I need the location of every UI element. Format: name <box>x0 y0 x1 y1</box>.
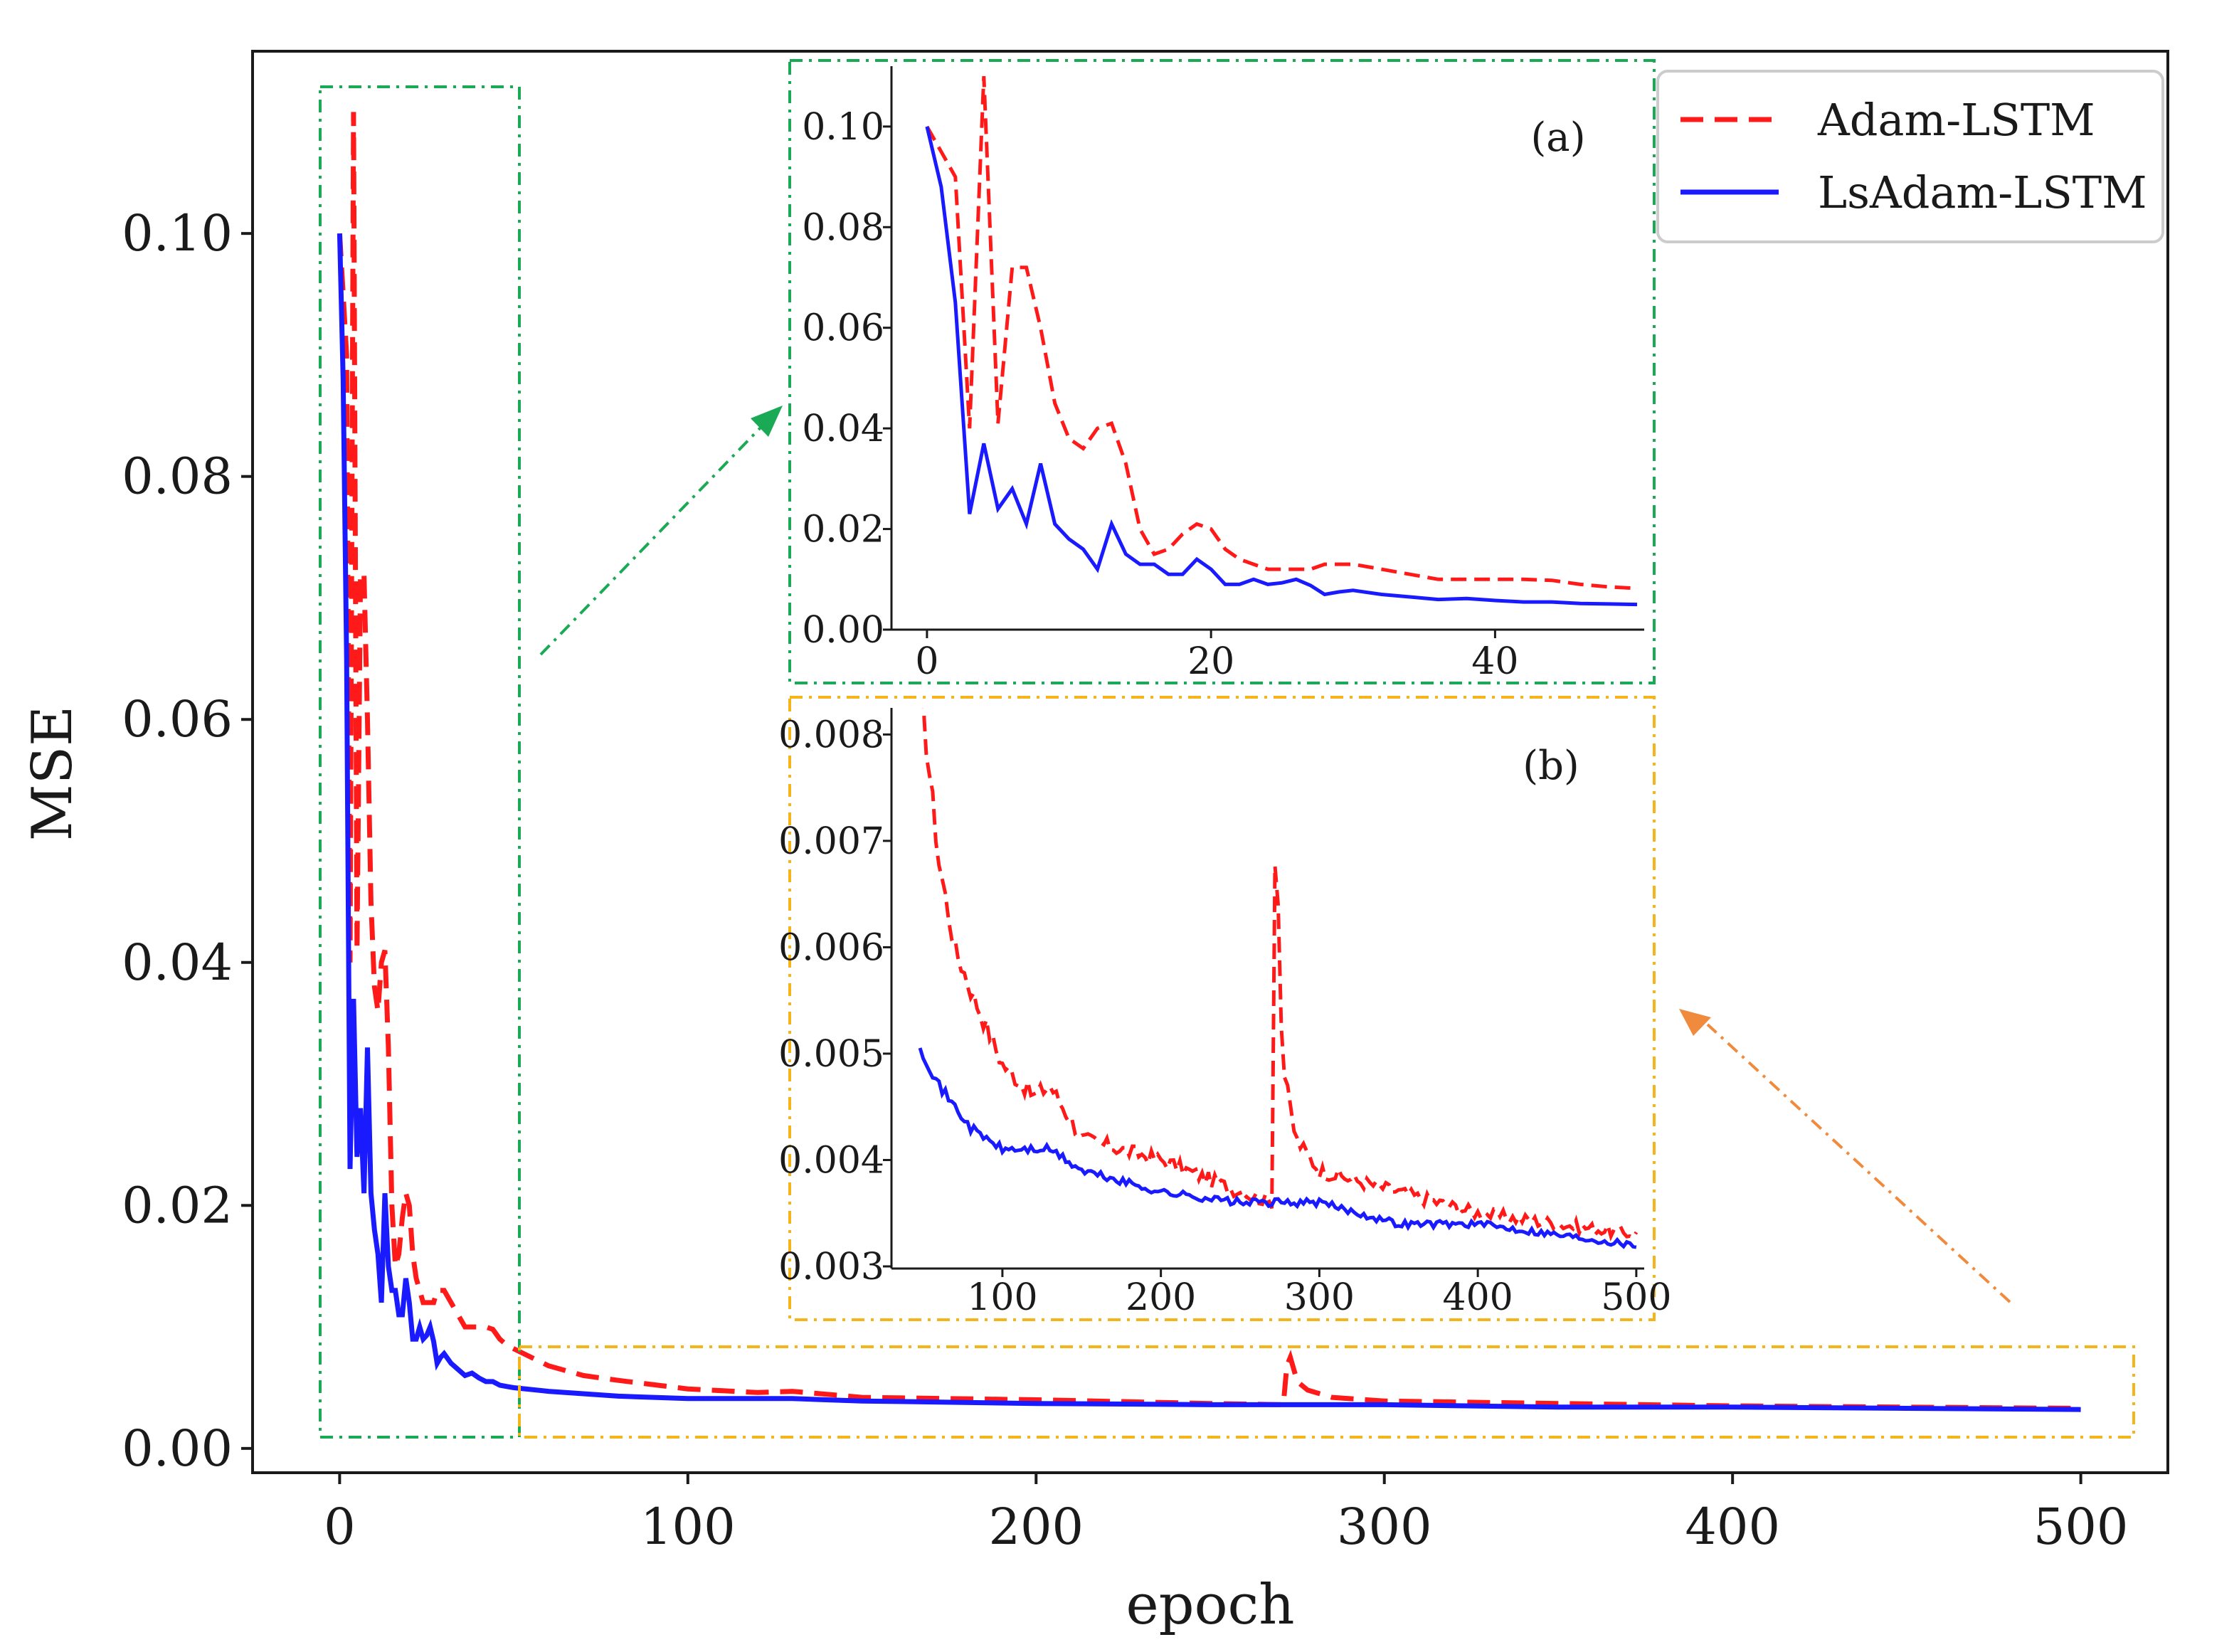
main-x-tick-label: 0 <box>324 1498 356 1556</box>
inset-a-ticks: 0 20 40 0.00 0.02 0.04 0.06 0.08 0.10 <box>802 106 1518 683</box>
main-x-tick-label: 500 <box>2033 1498 2129 1556</box>
legend: Adam-LSTM LsAdam-LSTM <box>1656 70 2164 243</box>
inset-b-y-tick-label: 0.007 <box>778 820 884 863</box>
inset-b-y-tick-label: 0.003 <box>778 1246 884 1288</box>
inset-a-axes <box>890 66 1644 631</box>
main-y-tick-label: 0.06 <box>122 690 233 748</box>
inset-a-x-tick-label: 20 <box>1187 640 1234 683</box>
inset-a-y-tick-label: 0.08 <box>802 206 884 249</box>
inset-b-y-tick-label: 0.006 <box>778 926 884 969</box>
x-axis-label: epoch <box>1126 1573 1295 1637</box>
main-x-tick-label: 300 <box>1337 1498 1432 1556</box>
main-y-tick-label: 0.08 <box>122 448 233 506</box>
y-axis-label: MSE <box>21 706 85 841</box>
zoom-arrow-b <box>1706 1023 2011 1303</box>
inset-b-y-tick-label: 0.005 <box>778 1033 884 1076</box>
inset-b-x-tick-label: 500 <box>1601 1276 1671 1319</box>
legend-box <box>1656 70 2164 243</box>
zoom-region-a <box>319 85 521 1439</box>
main-y-tick-label: 0.04 <box>122 933 233 992</box>
inset-a-x-tick-label: 0 <box>915 640 938 683</box>
inset-b-ticks: 100 200 300 400 500 0.003 0.004 0.005 0.006 0.007… <box>778 714 1671 1319</box>
inset-b-adam-lstm-line <box>921 708 1639 1242</box>
inset-a-adam-lstm-line <box>925 75 1638 591</box>
inset-b-border <box>788 696 1656 1321</box>
legend-lsadam-lstm-label: LsAdam-LSTM <box>1818 166 2147 218</box>
inset-a-y-tick-label: 0.00 <box>802 609 884 652</box>
inset-b-axes <box>890 708 1644 1270</box>
main-y-tick-label: 0.00 <box>122 1419 233 1478</box>
inset-a-lsadam-lstm-line <box>925 126 1638 607</box>
inset-a-y-tick-label: 0.02 <box>802 509 884 551</box>
inset-b-label: (b) <box>1523 743 1579 789</box>
main-x-tick-label: 100 <box>640 1498 736 1556</box>
main-x-tick-label: 200 <box>988 1498 1084 1556</box>
main-adam-lstm-line <box>337 112 2081 1411</box>
main-y-tick-label: 0.10 <box>122 204 233 263</box>
inset-b-lsadam-lstm-line <box>918 1047 1637 1249</box>
main-lsadam-lstm-line <box>337 233 2081 1412</box>
inset-a-x-tick-label: 40 <box>1471 640 1518 683</box>
inset-a-y-tick-label: 0.04 <box>802 408 884 450</box>
inset-b-x-tick-label: 100 <box>967 1276 1037 1319</box>
inset-b-x-tick-label: 400 <box>1442 1276 1513 1319</box>
inset-a-y-tick-label: 0.06 <box>802 307 884 350</box>
inset-a-background <box>790 60 1654 683</box>
inset-b-x-tick-label: 300 <box>1284 1276 1355 1319</box>
main-x-tick-label: 400 <box>1685 1498 1780 1556</box>
zoom-arrow-b-head <box>1679 1009 1711 1036</box>
inset-b-x-tick-label: 200 <box>1126 1276 1196 1319</box>
inset-b-background <box>790 697 1654 1320</box>
zoom-arrow-a-head <box>751 406 783 437</box>
zoom-region-b <box>518 1345 2135 1439</box>
main-plot-frame <box>251 50 2169 1474</box>
main-y-tick-label: 0.02 <box>122 1176 233 1234</box>
inset-a-y-tick-label: 0.10 <box>802 106 884 149</box>
inset-b-y-tick-label: 0.004 <box>778 1139 884 1182</box>
inset-a-border <box>788 59 1656 684</box>
zoom-arrow-a <box>539 425 763 656</box>
legend-adam-lstm-label: Adam-LSTM <box>1817 94 2095 146</box>
inset-a-label: (a) <box>1530 115 1585 161</box>
inset-b-y-tick-label: 0.008 <box>778 714 884 756</box>
